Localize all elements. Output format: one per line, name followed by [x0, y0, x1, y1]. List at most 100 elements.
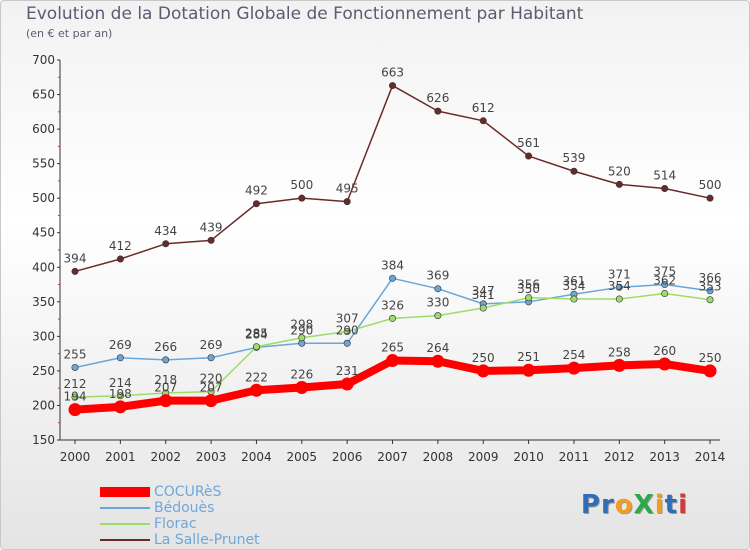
data-label: 226 — [290, 367, 313, 381]
chart-subtitle: (en € et par an) — [26, 27, 113, 40]
data-label: 264 — [426, 341, 449, 355]
data-label: 258 — [608, 345, 631, 359]
data-label: 251 — [517, 350, 540, 364]
data-label: 290 — [290, 323, 313, 337]
y-tick-label: 700 — [32, 53, 55, 67]
legend-swatch-cocures — [100, 487, 150, 497]
logo-letter: t — [664, 490, 679, 520]
y-tick-label: 550 — [32, 157, 55, 171]
data-point — [706, 296, 714, 304]
data-point — [567, 361, 581, 375]
data-label: 353 — [699, 280, 722, 294]
data-label: 371 — [608, 267, 631, 281]
legend-swatch-florac — [100, 523, 150, 525]
x-tick-label: 2000 — [60, 450, 91, 464]
data-point — [162, 240, 170, 248]
data-label: 298 — [290, 318, 313, 332]
x-tick-label: 2003 — [196, 450, 227, 464]
logo-letter: P — [580, 490, 601, 520]
data-label: 439 — [200, 220, 223, 234]
data-label: 347 — [472, 284, 495, 298]
data-label: 231 — [336, 364, 359, 378]
data-point — [295, 380, 309, 394]
y-tick-label: 450 — [32, 226, 55, 240]
legend-label-bedoues: Bédouès — [154, 500, 215, 516]
x-tick-label: 2001 — [105, 450, 136, 464]
data-label: 255 — [64, 347, 87, 361]
x-tick-label: 2014 — [695, 450, 726, 464]
data-label: 361 — [563, 274, 586, 288]
data-label: 561 — [517, 136, 540, 150]
x-tick-label: 2011 — [559, 450, 590, 464]
data-label: 265 — [381, 341, 404, 355]
data-label: 260 — [653, 344, 676, 358]
data-label: 500 — [290, 178, 313, 192]
data-label: 356 — [517, 278, 540, 292]
data-label: 326 — [381, 298, 404, 312]
data-point — [661, 281, 669, 289]
data-point — [386, 354, 400, 368]
data-label: 218 — [154, 373, 177, 387]
x-tick-label: 2002 — [150, 450, 181, 464]
data-point — [525, 152, 533, 160]
data-label: 269 — [200, 338, 223, 352]
data-label: 375 — [653, 265, 676, 279]
data-point — [431, 354, 445, 368]
data-point — [615, 180, 623, 188]
y-tick-label: 200 — [32, 398, 55, 412]
data-label: 626 — [426, 91, 449, 105]
y-tick-label: 600 — [32, 122, 55, 136]
data-point — [434, 285, 442, 293]
data-point — [252, 343, 260, 351]
data-label: 520 — [608, 164, 631, 178]
data-point — [434, 312, 442, 320]
x-tick-label: 2013 — [649, 450, 680, 464]
x-tick-label: 2008 — [423, 450, 454, 464]
data-label: 269 — [109, 338, 132, 352]
data-point — [298, 334, 306, 342]
logo-letter: r — [600, 490, 615, 520]
data-label: 198 — [109, 387, 132, 401]
data-label: 222 — [245, 370, 268, 384]
series-line-3 — [74, 84, 711, 273]
data-label: 307 — [336, 312, 359, 326]
data-point — [570, 167, 578, 175]
chart-title: Evolution de la Dotation Globale de Fonc… — [26, 4, 584, 24]
data-point — [615, 283, 623, 291]
data-point — [71, 267, 79, 275]
data-point — [71, 393, 79, 401]
y-tick-label: 350 — [32, 295, 55, 309]
data-point — [389, 274, 397, 282]
y-tick-label: 400 — [32, 260, 55, 274]
data-label: 254 — [563, 348, 586, 362]
data-label: 285 — [245, 327, 268, 341]
data-label: 250 — [699, 351, 722, 365]
data-point — [249, 383, 263, 397]
x-tick-label: 2007 — [377, 450, 408, 464]
data-label: 330 — [426, 296, 449, 310]
data-label: 612 — [472, 101, 495, 115]
logo-letter: i — [678, 490, 688, 520]
data-label: 384 — [381, 258, 404, 272]
data-label: 207 — [154, 381, 177, 395]
y-tick-label: 150 — [32, 433, 55, 447]
data-point — [525, 294, 533, 302]
data-label: 250 — [472, 351, 495, 365]
data-label: 514 — [653, 169, 676, 183]
data-point — [706, 194, 714, 202]
data-label: 212 — [64, 377, 87, 391]
data-point — [661, 290, 669, 298]
data-label: 434 — [154, 224, 177, 238]
data-point — [522, 363, 536, 377]
data-point — [116, 354, 124, 362]
data-point — [71, 363, 79, 371]
data-label: 663 — [381, 66, 404, 80]
data-label: 214 — [109, 376, 132, 390]
logo-letter: X — [633, 490, 655, 520]
data-point — [116, 392, 124, 400]
legend-label-la-salle-prunet: La Salle-Prunet — [154, 532, 260, 548]
data-label: 500 — [699, 178, 722, 192]
data-point — [204, 394, 218, 408]
